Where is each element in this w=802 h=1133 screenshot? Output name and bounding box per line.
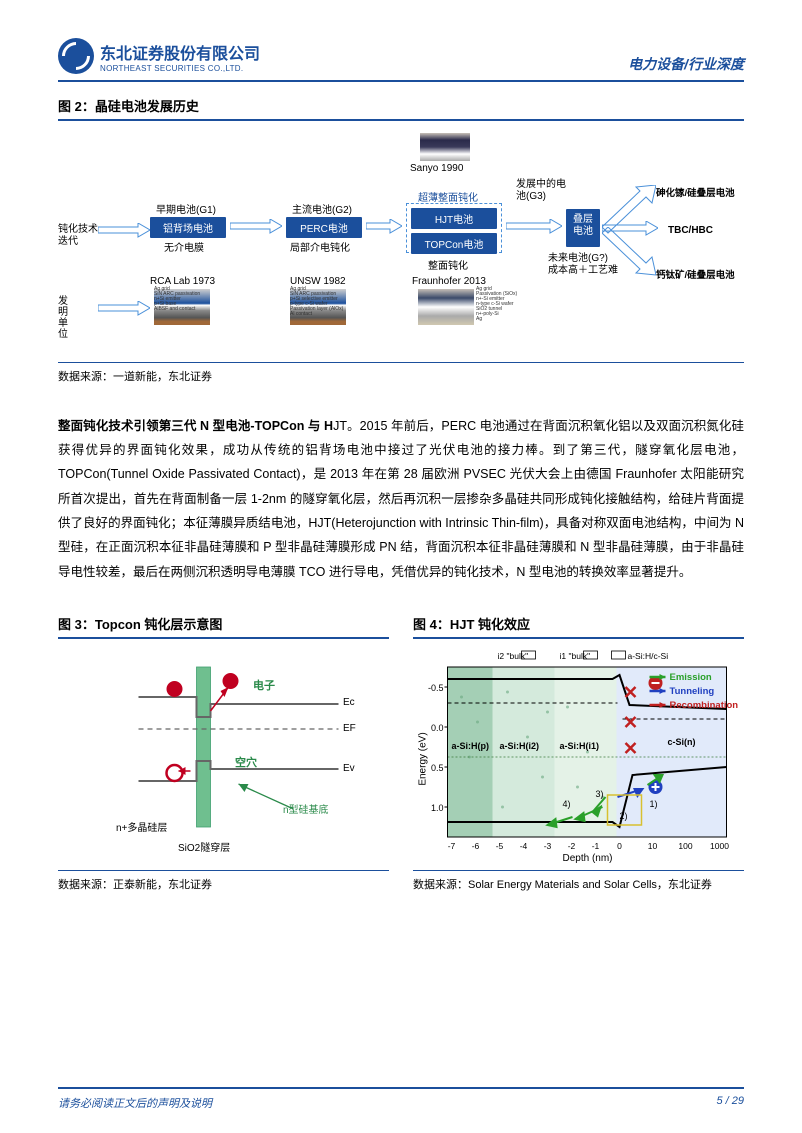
page-header: 东北证券股份有限公司 NORTHEAST SECURITIES CO.,LTD.… <box>58 38 744 82</box>
cell-annot: Ag gridSiN ARC passivationp+Si selective… <box>290 287 343 317</box>
label-ec: Ec <box>343 697 355 708</box>
svg-text:a-Si:H/c-Si: a-Si:H/c-Si <box>628 651 669 661</box>
svg-text:-2: -2 <box>568 841 576 851</box>
fig3-diagram: 电子 Ec EF Ev 空穴 n型硅基底 n+多晶硅层 SiO2隧穿层 <box>58 649 389 864</box>
svg-text:c-Si(n): c-Si(n) <box>668 737 696 747</box>
label-g3-right: 发展中的电池(G3) <box>516 179 566 203</box>
svg-text:-4: -4 <box>520 841 528 851</box>
fig2-source: 数据来源：一道新能，东北证券 <box>58 362 744 384</box>
label-sio2: SiO2隧穿层 <box>178 839 230 854</box>
label-left2: 发明单位 <box>58 296 72 340</box>
company-name-en: NORTHEAST SECURITIES CO.,LTD. <box>100 64 260 73</box>
arrow-icon <box>230 219 282 237</box>
svg-text:-7: -7 <box>448 841 456 851</box>
svg-text:3): 3) <box>596 789 604 799</box>
svg-text:Emission: Emission <box>670 672 712 683</box>
label-g1-top: 早期电池(G1) <box>156 201 216 216</box>
svg-text:a-Si:H(i2): a-Si:H(i2) <box>500 741 540 751</box>
fig2-rule <box>58 119 744 121</box>
fig4-source: 数据来源：Solar Energy Materials and Solar Ce… <box>413 870 744 892</box>
cell-annot: Ag gridPassivation (SiOx)n+-Si emittern-… <box>476 287 517 322</box>
box-g2: PERC电池 <box>286 217 362 238</box>
arrow-icon <box>506 219 562 237</box>
label-out2: TBC/HBC <box>668 225 713 236</box>
label-out1: 砷化镓/硅叠层电池 <box>656 185 735 199</box>
logo-block: 东北证券股份有限公司 NORTHEAST SECURITIES CO.,LTD. <box>58 38 260 74</box>
label-fraunhofer: Fraunhofer 2013 <box>412 276 486 287</box>
svg-text:Energy (eV): Energy (eV) <box>418 732 429 785</box>
cell-thumb-fraunhofer <box>418 289 474 325</box>
label-hole: 空穴 <box>235 754 257 770</box>
arrow-icon <box>98 301 150 319</box>
label-ev: Ev <box>343 763 355 774</box>
svg-text:1000: 1000 <box>710 841 729 851</box>
fig2-diagram: Sanyo 1990 钝化技术迭代 发明单位 早期电池(G1) 铝背场电池 无介… <box>58 131 744 356</box>
svg-text:4): 4) <box>563 799 571 809</box>
svg-text:0: 0 <box>617 841 622 851</box>
svg-text:-1: -1 <box>592 841 600 851</box>
label-g3-sub: 整面钝化 <box>428 257 468 272</box>
svg-text:-3: -3 <box>544 841 552 851</box>
fig3-source: 数据来源：正泰新能，东北证券 <box>58 870 389 892</box>
label-sanyo: Sanyo 1990 <box>410 163 463 174</box>
company-name-cn: 东北证券股份有限公司 <box>100 40 260 64</box>
body-paragraph: 整面钝化技术引领第三代 N 型电池-TOPCon 与 HJT。2015 年前后，… <box>58 414 744 585</box>
svg-text:-0.5: -0.5 <box>428 683 444 693</box>
page-footer: 请务必阅读正文后的声明及说明 5 / 29 <box>58 1087 744 1111</box>
label-g2-sub: 局部介电钝化 <box>290 239 350 254</box>
label-unsw: UNSW 1982 <box>290 276 346 287</box>
box-g3a: HJT电池 <box>411 208 497 229</box>
label-electron: 电子 <box>253 677 275 693</box>
label-ef: EF <box>343 723 356 734</box>
cell-annot: Ag gridSiN ARC passivationn+Si emitterp+… <box>154 287 200 312</box>
fig4-diagram: 1) 2) 3) 4) -0.5 0.0 0.5 1.0 -7 -6 <box>413 649 744 864</box>
svg-text:a-Si:H(i1): a-Si:H(i1) <box>560 741 600 751</box>
header-section: 电力设备/行业深度 <box>628 54 744 74</box>
fig4-rule <box>413 637 744 639</box>
footer-disclaimer: 请务必阅读正文后的声明及说明 <box>58 1095 212 1111</box>
svg-text:2): 2) <box>620 811 628 821</box>
svg-text:10: 10 <box>648 841 658 851</box>
svg-text:Tunneling: Tunneling <box>670 686 715 697</box>
svg-text:Depth (nm): Depth (nm) <box>562 853 612 864</box>
svg-text:100: 100 <box>678 841 692 851</box>
footer-page: 5 / 29 <box>716 1095 744 1111</box>
label-left1: 钝化技术迭代 <box>58 224 98 248</box>
box-stack: 叠层电池 <box>566 209 600 247</box>
arrow-icon <box>602 227 656 279</box>
g3-outline: HJT电池 TOPCon电池 <box>406 203 502 253</box>
arrow-icon <box>98 223 150 241</box>
svg-text:0.0: 0.0 <box>431 723 444 733</box>
svg-text:1.0: 1.0 <box>431 803 444 813</box>
logo-icon <box>58 38 94 74</box>
svg-text:-5: -5 <box>496 841 504 851</box>
svg-text:-6: -6 <box>472 841 480 851</box>
label-g3-top: 超薄整面钝化 <box>418 189 478 204</box>
label-rca: RCA Lab 1973 <box>150 276 215 287</box>
label-g1-sub: 无介电膜 <box>164 239 204 254</box>
svg-text:1): 1) <box>650 799 658 809</box>
cell-thumb-sanyo <box>420 133 470 161</box>
svg-text:Recombination: Recombination <box>670 700 739 711</box>
arrow-icon <box>366 219 402 237</box>
svg-text:a-Si:H(p): a-Si:H(p) <box>452 741 490 751</box>
label-g2-top: 主流电池(G2) <box>292 201 352 216</box>
label-npoly: n+多晶硅层 <box>116 819 167 834</box>
label-nbase: n型硅基底 <box>283 801 329 816</box>
fig2-title: 图 2：晶硅电池发展历史 <box>58 96 744 115</box>
box-g3b: TOPCon电池 <box>411 233 497 254</box>
fig3-rule <box>58 637 389 639</box>
box-g1: 铝背场电池 <box>150 217 226 238</box>
svg-text:0.5: 0.5 <box>431 763 444 773</box>
fig3-title: 图 3：Topcon 钝化层示意图 <box>58 614 389 633</box>
label-out3: 钙钛矿/硅叠层电池 <box>656 267 735 281</box>
fig4-title: 图 4：HJT 钝化效应 <box>413 614 744 633</box>
svg-text:i2 "bulk": i2 "bulk" <box>498 651 529 661</box>
svg-text:i1 "bulk": i1 "bulk" <box>560 651 591 661</box>
